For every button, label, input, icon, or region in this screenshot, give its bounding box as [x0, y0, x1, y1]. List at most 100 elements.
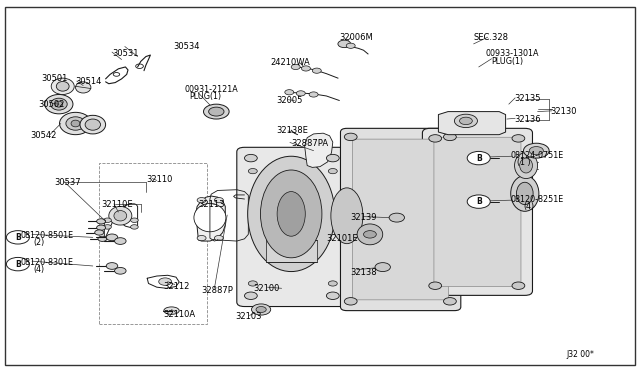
Bar — [99, 163, 207, 324]
Text: 32130: 32130 — [550, 107, 577, 116]
Ellipse shape — [114, 211, 127, 221]
Ellipse shape — [85, 119, 100, 130]
Text: 00933-1301A: 00933-1301A — [485, 49, 539, 58]
Ellipse shape — [76, 82, 91, 93]
Ellipse shape — [511, 176, 539, 211]
Circle shape — [285, 90, 294, 95]
Text: (4): (4) — [524, 202, 534, 211]
Polygon shape — [305, 133, 333, 167]
Circle shape — [328, 281, 337, 286]
Circle shape — [467, 151, 490, 165]
Circle shape — [98, 236, 107, 241]
Circle shape — [389, 213, 404, 222]
Text: 32110E: 32110E — [101, 200, 132, 209]
Circle shape — [104, 218, 111, 222]
Circle shape — [106, 234, 118, 241]
Circle shape — [244, 292, 257, 299]
Circle shape — [214, 235, 223, 241]
Ellipse shape — [248, 156, 335, 272]
Text: PLUG(1): PLUG(1) — [189, 92, 221, 101]
Ellipse shape — [60, 112, 92, 135]
Circle shape — [159, 278, 172, 285]
Ellipse shape — [515, 153, 538, 179]
Circle shape — [115, 267, 126, 274]
Circle shape — [529, 147, 543, 155]
Circle shape — [467, 195, 490, 208]
FancyBboxPatch shape — [422, 128, 532, 295]
Text: 30537: 30537 — [54, 178, 81, 187]
Text: 30501: 30501 — [42, 74, 68, 83]
Circle shape — [444, 298, 456, 305]
Text: 32005: 32005 — [276, 96, 303, 105]
Text: B: B — [15, 260, 20, 269]
Ellipse shape — [516, 182, 533, 205]
Circle shape — [204, 104, 229, 119]
Circle shape — [97, 225, 106, 230]
Text: PLUG(1): PLUG(1) — [492, 57, 524, 66]
Ellipse shape — [109, 206, 132, 225]
Circle shape — [312, 68, 321, 73]
Ellipse shape — [66, 117, 85, 130]
Text: 32112: 32112 — [163, 282, 189, 291]
Circle shape — [326, 154, 339, 162]
Text: 32006M: 32006M — [339, 33, 373, 42]
FancyBboxPatch shape — [237, 147, 347, 307]
Circle shape — [429, 135, 442, 142]
Circle shape — [344, 133, 357, 141]
Circle shape — [214, 198, 223, 203]
Circle shape — [104, 225, 111, 229]
Circle shape — [328, 169, 337, 174]
Text: 32136: 32136 — [514, 115, 541, 124]
Ellipse shape — [164, 307, 179, 314]
Circle shape — [296, 91, 305, 96]
Text: 30534: 30534 — [173, 42, 199, 51]
Circle shape — [197, 198, 206, 203]
Ellipse shape — [71, 120, 80, 127]
Text: 32138: 32138 — [351, 268, 378, 277]
Text: B: B — [476, 154, 481, 163]
Text: 24210WA: 24210WA — [271, 58, 310, 67]
Ellipse shape — [51, 98, 67, 110]
Circle shape — [512, 282, 525, 289]
Text: 32100: 32100 — [253, 284, 279, 293]
Text: (4): (4) — [33, 265, 44, 274]
Text: 08120-8251E: 08120-8251E — [510, 195, 563, 203]
Circle shape — [97, 219, 106, 224]
Polygon shape — [438, 112, 506, 135]
Text: 32139: 32139 — [351, 213, 377, 222]
Circle shape — [95, 230, 104, 235]
Circle shape — [248, 169, 257, 174]
Circle shape — [346, 43, 355, 48]
Text: (2): (2) — [33, 238, 45, 247]
Bar — [266, 240, 317, 262]
Ellipse shape — [194, 203, 226, 232]
Ellipse shape — [260, 170, 322, 258]
Circle shape — [512, 135, 525, 142]
Circle shape — [471, 154, 486, 163]
Text: 32101E: 32101E — [326, 234, 358, 243]
FancyBboxPatch shape — [340, 128, 461, 311]
Circle shape — [248, 281, 257, 286]
Text: 30514: 30514 — [76, 77, 102, 86]
Text: 08120-8501E: 08120-8501E — [20, 231, 74, 240]
Circle shape — [338, 40, 351, 48]
Circle shape — [471, 197, 486, 206]
Text: 00931-2121A: 00931-2121A — [184, 85, 238, 94]
Text: 30542: 30542 — [30, 131, 56, 140]
Circle shape — [209, 107, 224, 116]
FancyBboxPatch shape — [353, 139, 449, 300]
Text: 32887PA: 32887PA — [291, 139, 328, 148]
Circle shape — [429, 282, 442, 289]
Ellipse shape — [55, 101, 63, 107]
Circle shape — [309, 92, 318, 97]
Circle shape — [291, 64, 300, 70]
Ellipse shape — [277, 192, 305, 236]
Circle shape — [301, 66, 310, 71]
Polygon shape — [195, 196, 225, 241]
Circle shape — [106, 263, 118, 269]
Text: B: B — [476, 197, 481, 206]
Ellipse shape — [45, 94, 73, 114]
Circle shape — [444, 133, 456, 141]
Text: 32135: 32135 — [514, 94, 540, 103]
Circle shape — [6, 231, 29, 244]
